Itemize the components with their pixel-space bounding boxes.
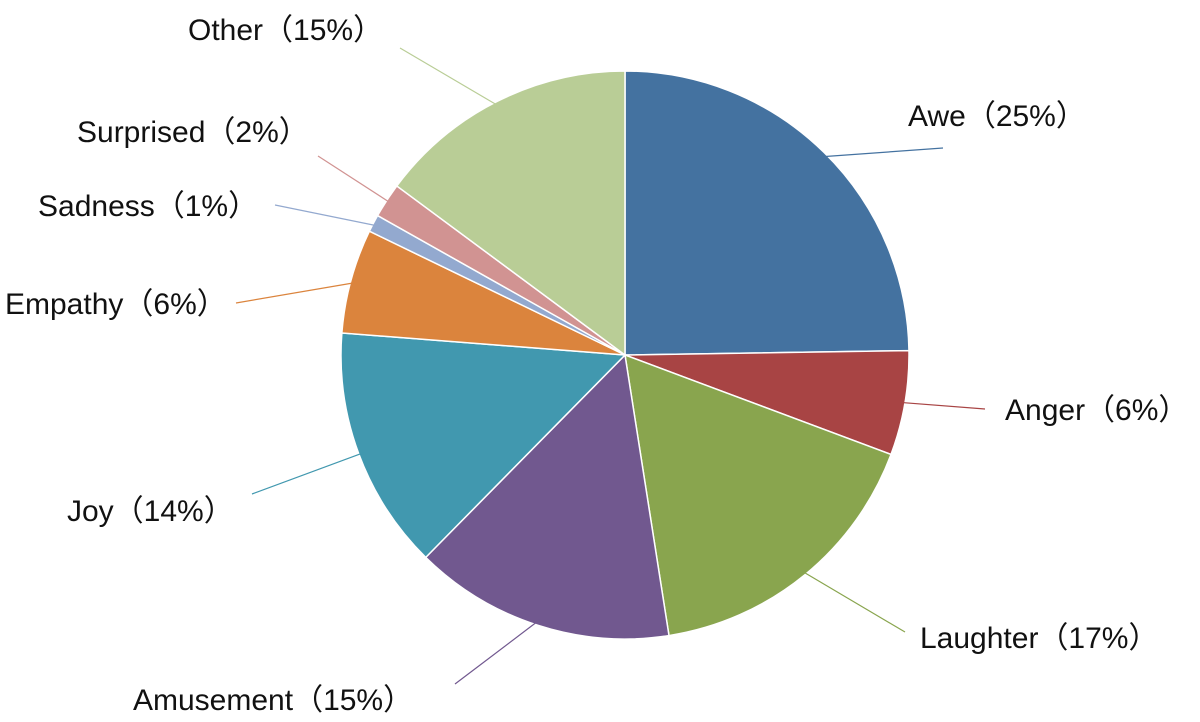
pie-slices [340, 70, 910, 640]
leader-line-other [399, 47, 501, 108]
leader-line-joy [251, 451, 365, 495]
slice-label-surprised: Surprised（2%） [77, 116, 309, 149]
slice-label-empathy: Empathy（6%） [5, 288, 227, 321]
pie-slice-laughter [624, 353, 892, 637]
slice-label-awe: Awe（25%） [908, 100, 1086, 133]
slice-label-other: Other（15%） [188, 14, 383, 47]
leader-line-laughter [800, 569, 906, 633]
slice-label-laughter: Laughter（17%） [920, 622, 1158, 655]
leader-lines [235, 47, 986, 685]
leader-line-awe [819, 147, 944, 158]
pie-slice-other [395, 70, 626, 357]
pie-slice-amusement [424, 353, 670, 640]
leader-line-sadness [274, 204, 379, 227]
pie-slice-awe [624, 70, 910, 356]
leader-line-surprised [317, 155, 393, 205]
slice-label-amusement: Amusement（15%） [133, 684, 413, 717]
slice-label-sadness: Sadness（1%） [38, 190, 258, 223]
slice-label-anger: Anger（6%） [1005, 394, 1188, 427]
leader-line-empathy [235, 281, 357, 304]
leader-line-anger [898, 401, 986, 410]
slice-labels: Awe（25%） Anger（6%） Laughter（17%） Amusement（… [5, 14, 1188, 717]
leader-line-amusement [454, 619, 541, 685]
slice-label-joy: Joy（14%） [67, 495, 234, 528]
